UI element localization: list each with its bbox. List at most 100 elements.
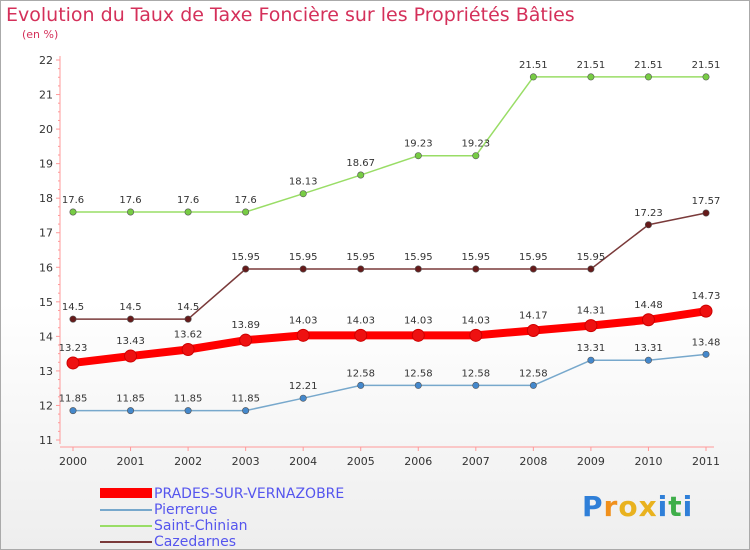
data-label: 13.43 bbox=[116, 336, 145, 347]
legend-swatch bbox=[100, 488, 152, 498]
data-label: 19.23 bbox=[404, 139, 433, 150]
y-tick-label: 15 bbox=[39, 296, 53, 309]
y-tick-label: 17 bbox=[39, 227, 53, 240]
data-point bbox=[587, 265, 595, 273]
data-label: 14.03 bbox=[289, 315, 318, 326]
series-line bbox=[69, 307, 710, 367]
data-label: 14.5 bbox=[62, 302, 84, 313]
data-label: 14.48 bbox=[634, 300, 663, 311]
logo-letter: i bbox=[682, 490, 694, 523]
data-point bbox=[587, 73, 595, 81]
data-point bbox=[354, 328, 368, 342]
data-label: 15.95 bbox=[346, 252, 375, 263]
logo-letter: x bbox=[638, 490, 658, 523]
data-point bbox=[357, 171, 365, 179]
data-point bbox=[699, 304, 713, 318]
data-label: 18.13 bbox=[289, 177, 318, 188]
y-tick-label: 11 bbox=[39, 434, 53, 447]
data-label: 15.95 bbox=[289, 252, 318, 263]
data-label: 13.48 bbox=[692, 337, 721, 348]
data-label: 11.85 bbox=[174, 394, 203, 405]
x-tick-label: 2011 bbox=[692, 455, 720, 468]
data-label: 14.31 bbox=[577, 306, 606, 317]
data-point bbox=[242, 208, 250, 216]
data-label: 15.95 bbox=[404, 252, 433, 263]
data-point bbox=[357, 381, 365, 389]
data-point bbox=[181, 342, 195, 356]
data-label: 14.5 bbox=[119, 302, 141, 313]
axes: 11 12 13 14 15 16 17 18 19 20 21 22 2000 2001 2002 2003… bbox=[39, 54, 720, 468]
x-tick-label: 2001 bbox=[117, 455, 145, 468]
y-tick-label: 14 bbox=[39, 330, 53, 343]
data-point bbox=[472, 265, 480, 273]
data-point bbox=[127, 315, 135, 323]
data-point bbox=[529, 381, 537, 389]
data-point bbox=[127, 407, 135, 415]
data-label: 17.57 bbox=[692, 196, 721, 207]
data-point bbox=[69, 407, 77, 415]
data-label: 15.95 bbox=[519, 252, 548, 263]
data-point bbox=[296, 328, 310, 342]
data-point bbox=[529, 73, 537, 81]
x-tick-label: 2008 bbox=[519, 455, 547, 468]
data-label: 17.6 bbox=[235, 195, 257, 206]
logo-letter: t bbox=[668, 490, 683, 523]
data-label: 14.03 bbox=[404, 315, 433, 326]
data-label: 13.89 bbox=[231, 320, 260, 331]
logo-letter: P bbox=[582, 490, 604, 523]
data-label: 21.51 bbox=[519, 60, 548, 71]
chart-title: Evolution du Taux de Taxe Foncière sur l… bbox=[6, 4, 575, 26]
logo-letter: o bbox=[618, 490, 639, 523]
data-label: 19.23 bbox=[461, 139, 490, 150]
data-label: 11.85 bbox=[59, 394, 88, 405]
data-label: 17.23 bbox=[634, 208, 663, 219]
data-point bbox=[469, 328, 483, 342]
data-point bbox=[69, 315, 77, 323]
data-label: 12.21 bbox=[289, 381, 318, 392]
data-label: 13.31 bbox=[634, 343, 663, 354]
data-label: 21.51 bbox=[577, 60, 606, 71]
legend-swatch bbox=[100, 509, 152, 511]
x-tick-label: 2010 bbox=[634, 455, 662, 468]
data-label: 21.51 bbox=[634, 60, 663, 71]
series-layer: 17.6 17.6 17.6 17.6 18.13 18.67 19.23 19.23 21.5… bbox=[59, 60, 721, 415]
data-point bbox=[472, 152, 480, 160]
data-point bbox=[644, 356, 652, 364]
data-point bbox=[299, 190, 307, 198]
data-point bbox=[472, 381, 480, 389]
data-point bbox=[702, 209, 710, 217]
logo-letter: r bbox=[603, 490, 619, 523]
series-line bbox=[72, 212, 707, 320]
x-tick-label: 2003 bbox=[232, 455, 260, 468]
data-point bbox=[414, 265, 422, 273]
data-label: 14.17 bbox=[519, 310, 548, 321]
data-point bbox=[529, 265, 537, 273]
unit-label: (en %) bbox=[22, 28, 59, 41]
data-point bbox=[124, 349, 138, 363]
data-point bbox=[127, 208, 135, 216]
legend-label: PRADES-SUR-VERNAZOBRE bbox=[154, 486, 345, 502]
data-point bbox=[184, 407, 192, 415]
data-label: 12.58 bbox=[461, 368, 490, 379]
legend-swatch bbox=[100, 541, 152, 543]
data-point bbox=[69, 208, 77, 216]
data-label: 17.6 bbox=[119, 195, 141, 206]
data-label: 17.6 bbox=[62, 195, 84, 206]
data-label: 14.5 bbox=[177, 302, 199, 313]
data-label: 14.03 bbox=[461, 315, 490, 326]
data-point bbox=[641, 313, 655, 327]
data-label: 12.58 bbox=[404, 368, 433, 379]
data-label: 13.31 bbox=[577, 343, 606, 354]
data-point bbox=[414, 381, 422, 389]
data-label: 15.95 bbox=[231, 252, 260, 263]
data-point bbox=[702, 73, 710, 81]
x-tick-label: 2000 bbox=[59, 455, 87, 468]
data-point bbox=[526, 323, 540, 337]
data-label: 21.51 bbox=[692, 60, 721, 71]
legend-label: Cazedarnes bbox=[154, 534, 237, 550]
data-point bbox=[299, 394, 307, 402]
proxiti-logo: Proxiti bbox=[582, 490, 693, 523]
y-tick-label: 18 bbox=[39, 192, 53, 205]
